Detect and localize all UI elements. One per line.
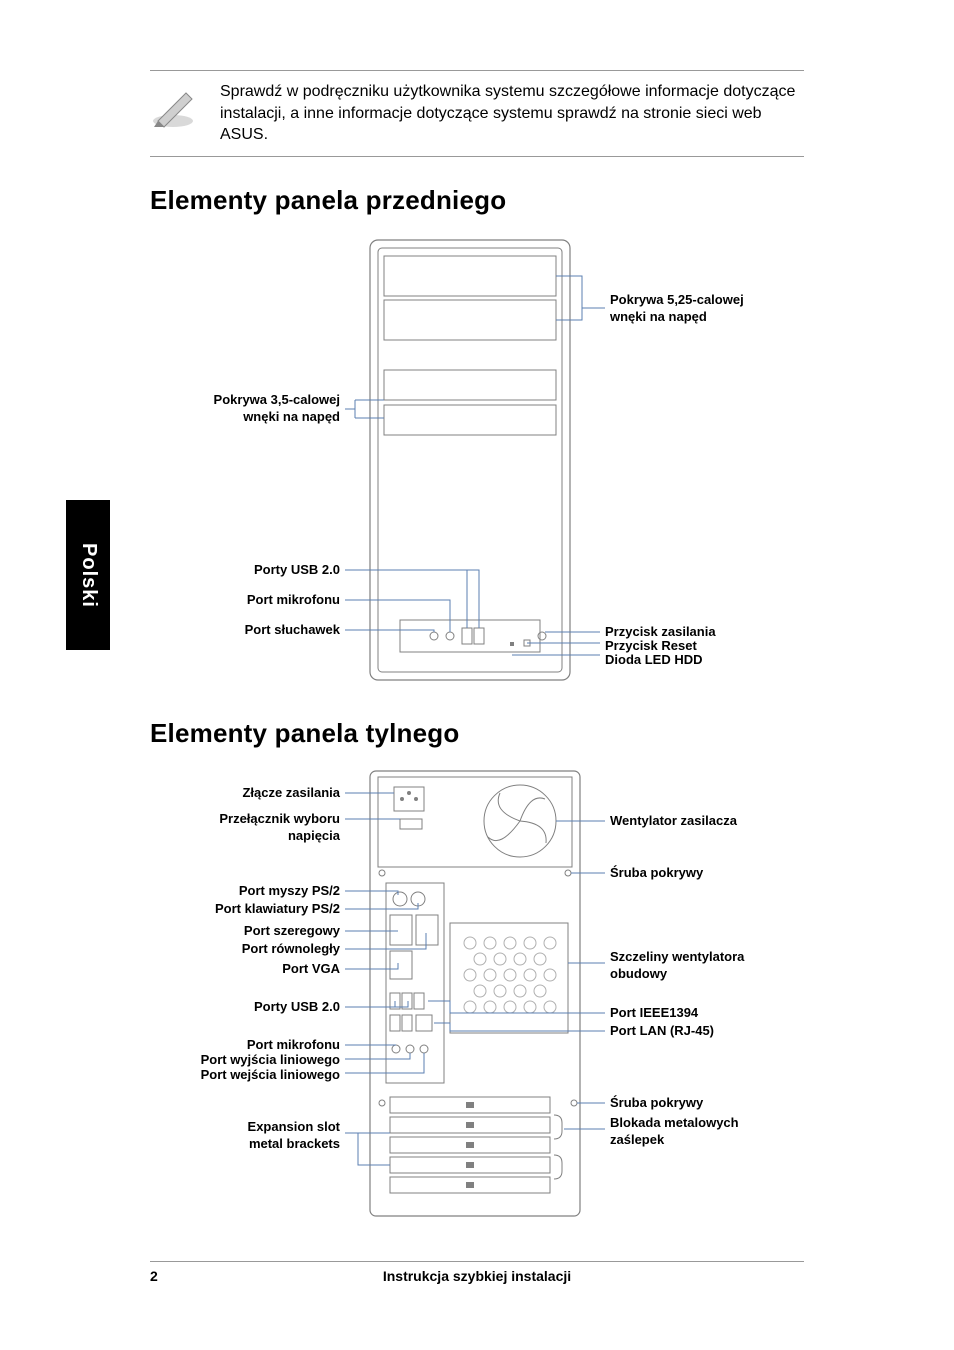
footer-title: Instrukcja szybkiej instalacji	[150, 1268, 804, 1284]
label-metal-lock: Blokada metalowychzaślepek	[610, 1115, 739, 1149]
pencil-note-icon	[150, 81, 200, 131]
label-psu-fan: Wentylator zasilacza	[610, 813, 737, 830]
label-linein: Port wejścia liniowego	[150, 1067, 340, 1084]
page-footer: 2 Instrukcja szybkiej instalacji	[150, 1261, 804, 1284]
label-vga: Port VGA	[150, 961, 340, 978]
label-hdd-led: Dioda LED HDD	[605, 652, 703, 669]
label-screw1: Śruba pokrywy	[610, 865, 703, 882]
label-usb20-front: Porty USB 2.0	[150, 562, 340, 579]
note-row: Sprawdź w podręczniku użytkownika system…	[150, 70, 804, 157]
label-headphones: Port słuchawek	[150, 622, 340, 639]
label-lan: Port LAN (RJ-45)	[610, 1023, 714, 1040]
label-bay525: Pokrywa 5,25-calowejwnęki na napęd	[610, 292, 744, 326]
note-text: Sprawdź w podręczniku użytkownika system…	[220, 81, 804, 146]
label-expansion: Expansion slotmetal brackets	[150, 1119, 340, 1153]
label-usb20-rear: Porty USB 2.0	[150, 999, 340, 1016]
label-parallel: Port równoległy	[150, 941, 340, 958]
rear-panel-title: Elementy panela tylnego	[150, 718, 804, 749]
label-bay35: Pokrywa 3,5-calowejwnęki na napęd	[150, 392, 340, 426]
label-fan-slots: Szczeliny wentylatoraobudowy	[610, 949, 744, 983]
label-ieee1394: Port IEEE1394	[610, 1005, 698, 1022]
label-ps2-kbd: Port klawiatury PS/2	[150, 901, 340, 918]
label-screw2: Śruba pokrywy	[610, 1095, 703, 1112]
label-serial: Port szeregowy	[150, 923, 340, 940]
label-power-conn: Złącze zasilania	[150, 785, 340, 802]
page-content: Sprawdź w podręczniku użytkownika system…	[0, 0, 954, 1350]
front-panel-title: Elementy panela przedniego	[150, 185, 804, 216]
front-panel-diagram: Pokrywa 3,5-calowejwnęki na napęd Porty …	[150, 230, 804, 690]
rear-panel-diagram: Złącze zasilania Przełącznik wyborunapię…	[150, 763, 804, 1223]
label-voltage: Przełącznik wyborunapięcia	[150, 811, 340, 845]
label-ps2-mouse: Port myszy PS/2	[150, 883, 340, 900]
label-mic-front: Port mikrofonu	[150, 592, 340, 609]
